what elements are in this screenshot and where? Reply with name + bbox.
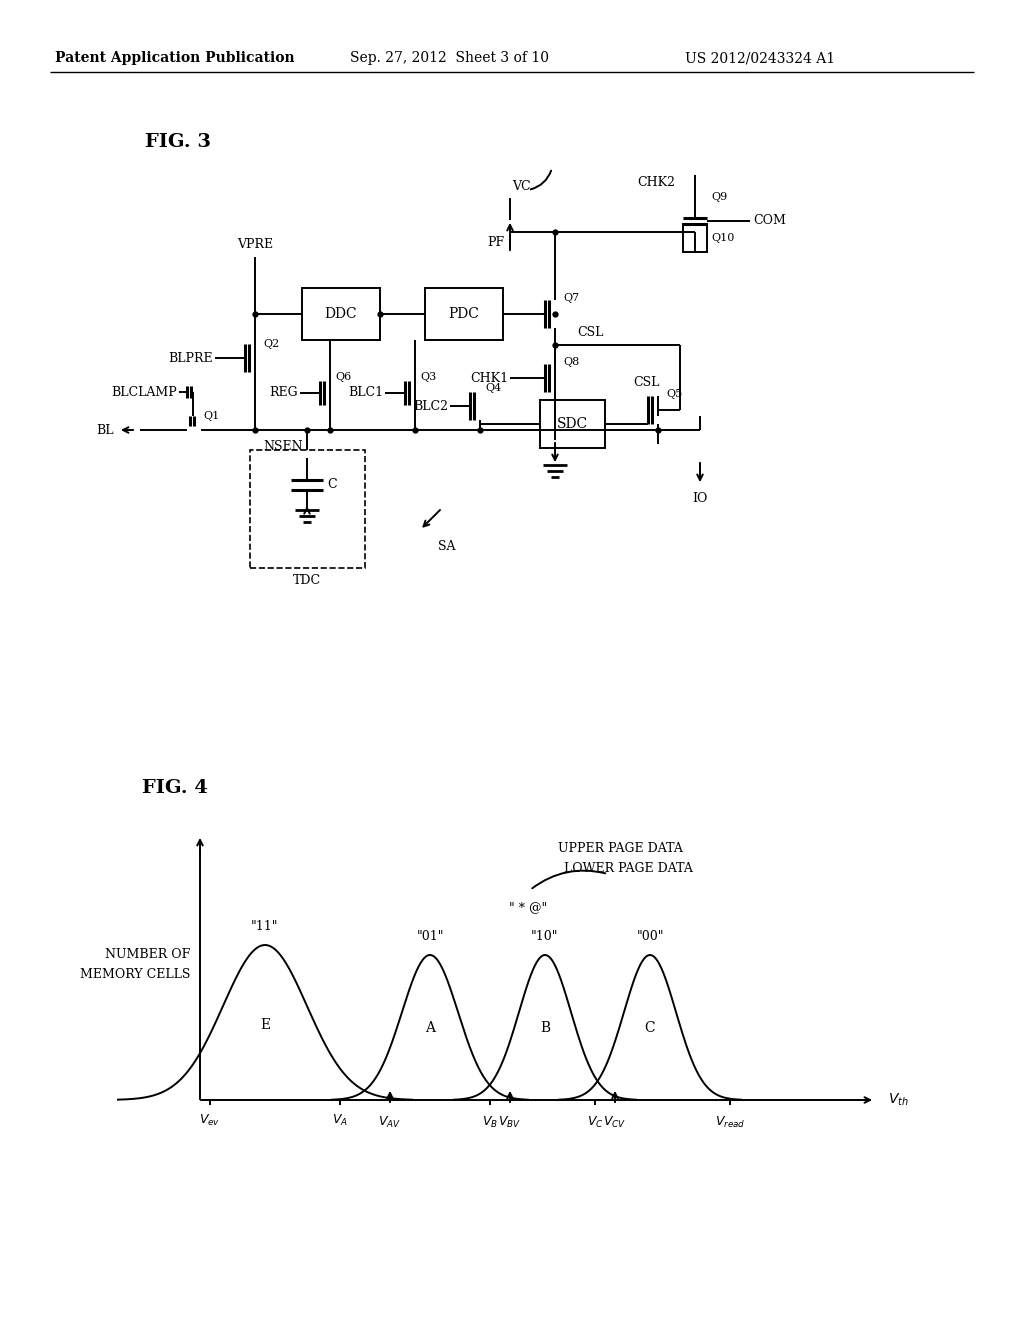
Text: UPPER PAGE DATA: UPPER PAGE DATA	[557, 842, 682, 854]
Text: "01": "01"	[416, 931, 443, 944]
Text: "10": "10"	[531, 931, 559, 944]
Bar	[302, 288, 380, 341]
Text: VC: VC	[512, 180, 530, 193]
Text: B: B	[540, 1020, 550, 1035]
Text: C: C	[327, 479, 337, 491]
Text: $V_{BV}$: $V_{BV}$	[499, 1114, 521, 1130]
Text: A: A	[425, 1020, 435, 1035]
Text: SA: SA	[438, 540, 456, 553]
Text: Q8: Q8	[563, 356, 580, 367]
Text: VPRE: VPRE	[237, 239, 273, 252]
Text: SDC: SDC	[556, 417, 588, 432]
Text: BLPRE: BLPRE	[168, 351, 213, 364]
Text: "11": "11"	[251, 920, 279, 933]
Text: NUMBER OF: NUMBER OF	[104, 949, 190, 961]
Text: Sep. 27, 2012  Sheet 3 of 10: Sep. 27, 2012 Sheet 3 of 10	[350, 51, 550, 65]
Bar	[250, 450, 365, 568]
Text: Q1: Q1	[203, 411, 219, 421]
Text: $V_{read}$: $V_{read}$	[715, 1114, 745, 1130]
Text: $V_{ev}$: $V_{ev}$	[200, 1113, 220, 1127]
Text: IO: IO	[692, 491, 708, 504]
Text: REG: REG	[269, 387, 298, 400]
Text: CHK1: CHK1	[470, 371, 508, 384]
Text: BLC1: BLC1	[348, 387, 383, 400]
Text: Q5: Q5	[666, 389, 682, 399]
Text: Q2: Q2	[263, 339, 280, 348]
Text: " * @": " * @"	[509, 902, 547, 915]
Text: FIG. 4: FIG. 4	[142, 779, 208, 797]
Text: BLCLAMP: BLCLAMP	[112, 385, 177, 399]
Text: PF: PF	[486, 236, 504, 249]
Bar	[683, 224, 707, 252]
Text: CSL: CSL	[633, 375, 659, 388]
Bar	[425, 288, 503, 341]
Text: C: C	[645, 1020, 655, 1035]
Text: Q10: Q10	[711, 234, 734, 243]
Text: CSL: CSL	[577, 326, 603, 339]
Text: Q3: Q3	[420, 372, 436, 381]
Text: $V_C$: $V_C$	[587, 1114, 603, 1130]
Text: COM: COM	[753, 214, 785, 227]
Text: CHK2: CHK2	[637, 177, 675, 190]
Text: BLC2: BLC2	[413, 400, 449, 412]
Text: TDC: TDC	[293, 574, 322, 587]
Text: US 2012/0243324 A1: US 2012/0243324 A1	[685, 51, 835, 65]
Text: $V_A$: $V_A$	[332, 1113, 348, 1127]
Text: Q4: Q4	[485, 383, 502, 393]
Text: BL: BL	[96, 424, 114, 437]
Text: Q9: Q9	[711, 191, 727, 202]
Text: PDC: PDC	[449, 308, 479, 321]
Text: FIG. 3: FIG. 3	[145, 133, 211, 150]
Text: $V_B$: $V_B$	[482, 1114, 498, 1130]
Text: LOWER PAGE DATA: LOWER PAGE DATA	[563, 862, 692, 874]
Text: MEMORY CELLS: MEMORY CELLS	[80, 969, 190, 982]
Text: $V_{AV}$: $V_{AV}$	[379, 1114, 401, 1130]
Text: Q6: Q6	[335, 372, 351, 381]
Text: NSEN: NSEN	[263, 440, 303, 453]
Text: Patent Application Publication: Patent Application Publication	[55, 51, 295, 65]
Text: $V_{CV}$: $V_{CV}$	[603, 1114, 627, 1130]
Text: $V_{th}$: $V_{th}$	[888, 1092, 909, 1109]
Bar	[540, 400, 605, 447]
Text: E: E	[260, 1018, 270, 1032]
Text: DDC: DDC	[325, 308, 357, 321]
Text: "00": "00"	[636, 931, 664, 944]
Text: Q7: Q7	[563, 293, 580, 304]
